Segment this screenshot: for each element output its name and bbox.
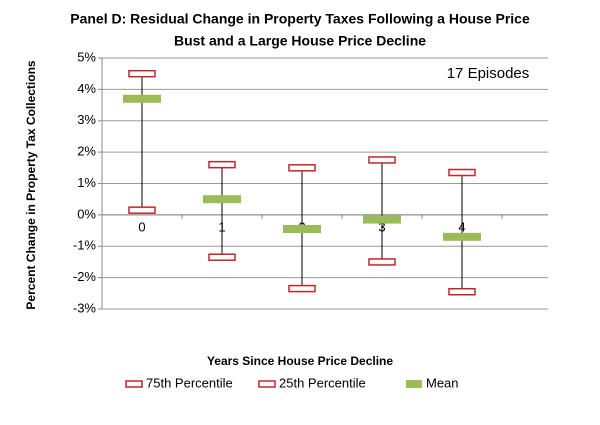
legend-label: 75th Percentile (146, 375, 233, 390)
legend-marker (125, 380, 143, 388)
percentile-marker (208, 160, 236, 169)
y-tick-label: 3% (77, 112, 96, 127)
mean-marker (203, 195, 241, 204)
legend-marker (258, 380, 276, 388)
chart-title: Panel D: Residual Change in Property Tax… (70, 11, 530, 27)
y-tick-label: 4% (77, 81, 96, 96)
percentile-marker (288, 284, 316, 293)
percentile-marker (448, 287, 476, 296)
mean-marker (123, 94, 161, 103)
y-tick-label: 2% (77, 144, 96, 159)
percentile-marker (208, 253, 236, 261)
percentile-marker (128, 69, 156, 78)
x-axis-title: Years Since House Price Decline (207, 354, 393, 368)
percentile-marker (368, 156, 396, 164)
y-tick-label: -2% (73, 269, 97, 284)
legend-marker (406, 380, 422, 388)
chart-subtitle: Bust and a Large House Price Decline (174, 33, 426, 49)
mean-marker (363, 215, 401, 224)
percentile-marker (368, 258, 396, 266)
y-tick-label: 0% (77, 206, 96, 221)
mean-marker (443, 232, 481, 241)
legend-label: 25th Percentile (279, 375, 366, 390)
percentile-marker (288, 164, 316, 172)
y-tick-label: 1% (77, 175, 96, 190)
mean-marker (283, 224, 321, 233)
y-tick-label: -1% (73, 238, 97, 253)
legend-label: Mean (426, 375, 459, 390)
annotation: 17 Episodes (447, 65, 530, 82)
y-tick-label: -3% (73, 300, 97, 315)
y-axis-title: Percent Change in Property Tax Collectio… (24, 60, 38, 309)
x-tick-label: 0 (138, 219, 145, 234)
y-tick-label: 5% (77, 49, 96, 64)
percentile-marker (128, 206, 156, 214)
percentile-marker (448, 168, 476, 177)
